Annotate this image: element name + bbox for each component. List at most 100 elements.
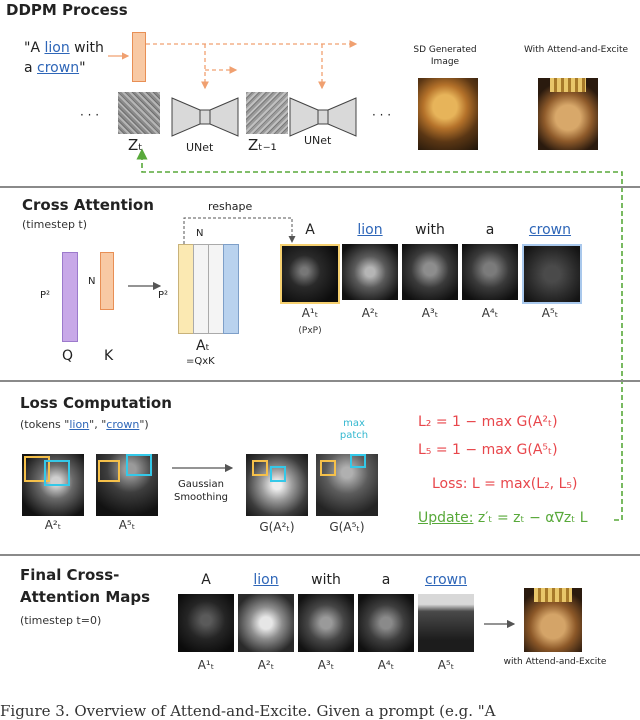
unet-label-1: UNet [186, 141, 214, 154]
reshape-arrow [183, 217, 296, 244]
divider-1 [0, 186, 640, 188]
final-subtitle: (timestep t=0) [20, 614, 102, 627]
cross-map-1 [342, 244, 398, 300]
final-output-image [524, 588, 582, 652]
prompt-quote-close: " [79, 60, 86, 76]
k-label: K [104, 348, 114, 364]
final-map-4 [418, 594, 474, 652]
q-label: Q [62, 348, 74, 364]
reshape-label: reshape [208, 200, 253, 213]
loss-label-a2: A²ₜ [44, 518, 62, 532]
update-feedback-arrow [136, 148, 623, 521]
final-map-2 [298, 594, 354, 652]
at-label: Aₜ [196, 338, 210, 354]
text-encoder-block [132, 32, 146, 82]
final-map-1 [238, 594, 294, 652]
cross-word-2: with [415, 222, 445, 238]
final-word-2: with [311, 572, 341, 588]
final-map-3 [358, 594, 414, 652]
ddpm-title: DDPM Process [6, 1, 128, 19]
update-eq: Update: z′ₜ = zₜ − α∇zₜ L [418, 510, 588, 526]
loss-l5-eq: L₅ = 1 − max G(A⁵ₜ) [418, 442, 558, 458]
prompt-word-lion: lion [44, 40, 70, 56]
unet-label-2: UNet [304, 134, 332, 147]
final-word-0: A [201, 572, 211, 588]
prompt-a: a [24, 60, 38, 76]
loss-subtitle-crown: crown [106, 418, 140, 431]
cross-map-0 [280, 244, 340, 304]
loss-subtitle-mid: ", " [89, 418, 107, 431]
update-formula: z′ₜ = zₜ − α∇zₜ L [473, 510, 588, 526]
prompt-quote-open: "A [24, 40, 45, 56]
cross-label-4: A⁵ₜ [541, 306, 559, 320]
cross-map-3 [462, 244, 518, 300]
cross-label-1: A²ₜ [361, 306, 379, 320]
cross-word-0: A [305, 222, 315, 238]
smoothed-map-a5 [316, 454, 378, 516]
cross-map-4 [522, 244, 582, 304]
prompt-line1: "A lion with [24, 40, 104, 56]
update-word: Update: [418, 510, 474, 526]
final-word-1: lion [253, 572, 279, 588]
final-word-4: crown [424, 572, 468, 588]
at-slice-3 [208, 244, 224, 334]
loss-subtitle: (tokens "lion", "crown") [20, 418, 149, 431]
n-left-label: N [88, 276, 96, 287]
smoothed-label-a2: G(A²ₜ) [259, 520, 295, 534]
unet-shape-2 [289, 97, 319, 137]
final-label-0: A¹ₜ [197, 658, 215, 672]
loss-l2-eq: L₂ = 1 − max G(A²ₜ) [418, 414, 558, 430]
loss-title: Loss Computation [20, 394, 172, 412]
loss-map-a2 [22, 454, 84, 516]
at-slice-2 [193, 244, 209, 334]
loss-subtitle-suffix: ") [139, 418, 149, 431]
n-top-label: N [196, 228, 204, 239]
smoothed-map-a2 [246, 454, 308, 516]
pxp-label: (PxP) [298, 326, 322, 336]
max-patch-label: max patch [339, 418, 369, 441]
cross-label-3: A⁴ₜ [481, 306, 499, 320]
prompt-line2: a crown" [24, 60, 86, 76]
loss-subtitle-prefix: (tokens " [20, 418, 70, 431]
divider-2 [0, 380, 640, 382]
cross-title: Cross Attention [22, 196, 154, 214]
at-slice-4 [223, 244, 239, 334]
final-label-3: A⁴ₜ [377, 658, 395, 672]
divider-3 [0, 554, 640, 556]
attend-excite-label: With Attend-and-Excite [523, 45, 629, 55]
final-label-1: A²ₜ [257, 658, 275, 672]
noise-latent-zt [118, 92, 160, 134]
final-title-line2: Attention Maps [20, 588, 151, 606]
k-matrix [100, 252, 114, 310]
figure-caption: Figure 3. Overview of Attend-and-Excite.… [0, 702, 496, 720]
p2-left-label: P² [40, 290, 51, 301]
final-output-label: with Attend-and-Excite [503, 657, 607, 667]
sd-generated-image [418, 78, 478, 150]
unet-shape-1 [171, 97, 201, 137]
gaussian-label: Gaussian Smoothing [173, 479, 229, 503]
cross-word-1: lion [357, 222, 383, 238]
q-matrix [62, 252, 78, 342]
final-word-3: a [381, 572, 391, 588]
loss-total-eq: Loss: L = max(L₂, L₅) [432, 476, 578, 492]
attend-excite-image [538, 78, 598, 150]
loss-subtitle-lion: lion [69, 418, 90, 431]
p2-right-label: P² [158, 290, 169, 301]
final-label-4: A⁵ₜ [437, 658, 455, 672]
smoothed-label-a5: G(A⁵ₜ) [329, 520, 365, 534]
at-slice-1 [178, 244, 194, 334]
cross-word-3: a [485, 222, 495, 238]
crown-shape [550, 78, 586, 92]
final-title-line1: Final Cross- [20, 566, 120, 584]
prompt-word-crown: crown [37, 60, 80, 76]
final-map-0 [178, 594, 234, 652]
sd-generated-label: SD Generated Image [413, 45, 477, 67]
zt-label: Zₜ [128, 136, 143, 154]
cross-word-4: crown [528, 222, 572, 238]
cross-map-2 [402, 244, 458, 300]
loss-label-a5: A⁵ₜ [118, 518, 136, 532]
cross-label-2: A³ₜ [421, 306, 439, 320]
cross-label-0: A¹ₜ [301, 306, 319, 320]
final-label-2: A³ₜ [317, 658, 335, 672]
